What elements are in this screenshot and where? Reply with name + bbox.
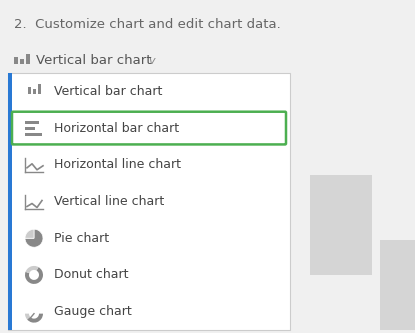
Bar (32, 89, 36, 94)
Text: Vertical bar chart: Vertical bar chart (54, 85, 162, 98)
Wedge shape (26, 266, 39, 273)
Text: Pie chart: Pie chart (54, 232, 109, 245)
Bar (25, 127, 35, 130)
Text: Horizontal line chart: Horizontal line chart (54, 158, 181, 171)
Bar (20, 59, 24, 64)
Bar (310, 175, 372, 275)
Wedge shape (25, 267, 43, 284)
Wedge shape (25, 229, 34, 238)
Text: Vertical bar chart: Vertical bar chart (36, 54, 151, 67)
Bar (14, 57, 18, 64)
Text: Donut chart: Donut chart (54, 268, 129, 281)
FancyBboxPatch shape (8, 73, 290, 330)
Bar (37, 84, 41, 94)
Text: Horizontal bar chart: Horizontal bar chart (54, 122, 179, 135)
Text: v: v (148, 56, 155, 66)
Text: 2.  Customize chart and edit chart data.: 2. Customize chart and edit chart data. (14, 18, 281, 31)
Wedge shape (27, 314, 43, 323)
Bar (26, 54, 30, 64)
FancyBboxPatch shape (12, 112, 286, 145)
Wedge shape (25, 314, 30, 319)
Bar (25, 121, 39, 124)
Text: Gauge chart: Gauge chart (54, 305, 132, 318)
Bar (380, 240, 415, 330)
Bar (8, 73, 12, 330)
Bar (27, 87, 30, 94)
Bar (25, 133, 42, 136)
Wedge shape (25, 229, 43, 247)
Text: Vertical line chart: Vertical line chart (54, 195, 164, 208)
